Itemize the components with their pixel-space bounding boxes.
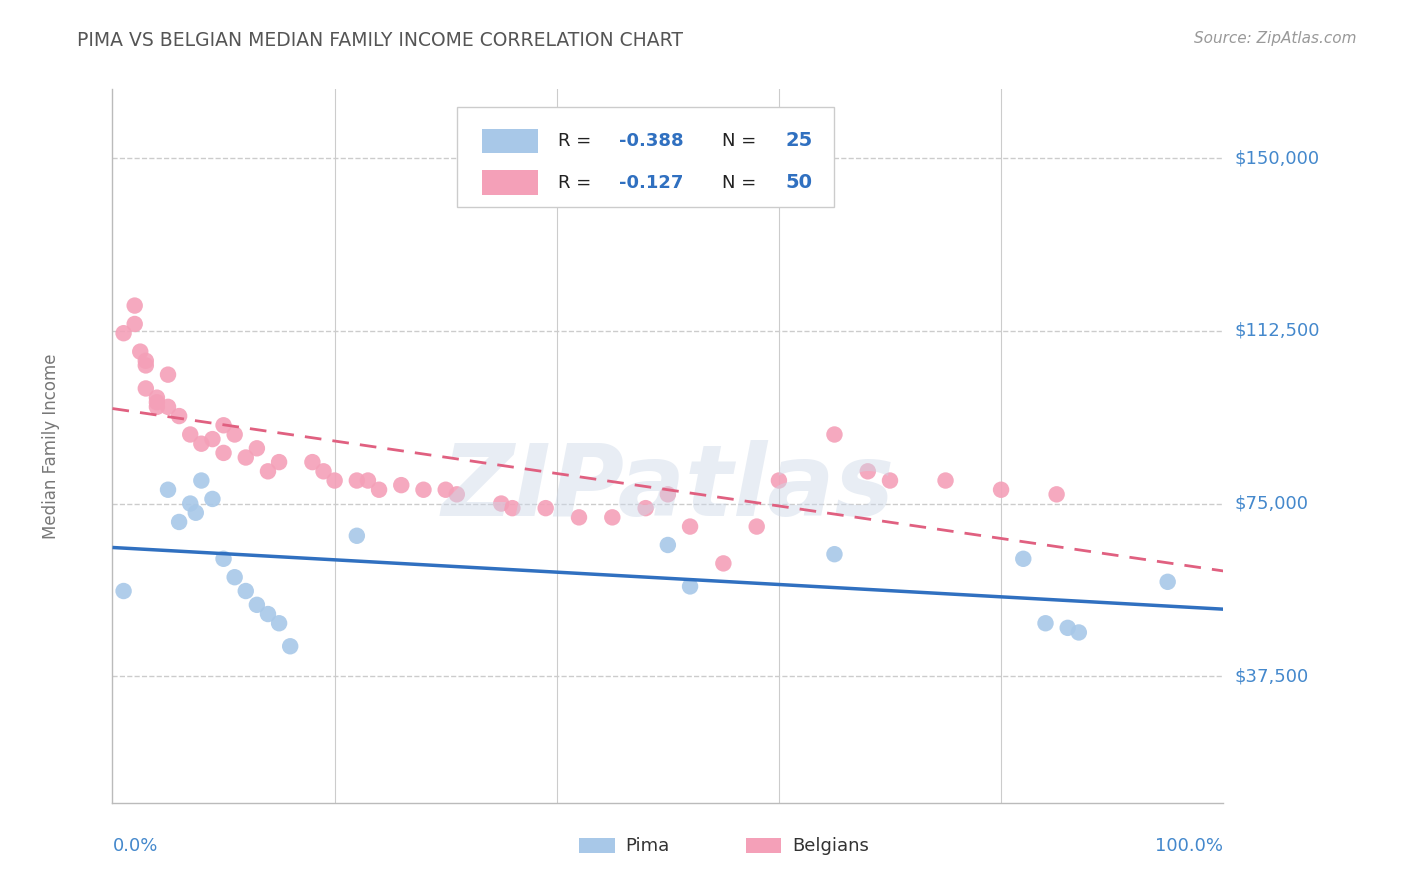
Point	[157, 483, 180, 497]
Point	[679, 579, 702, 593]
Point	[167, 409, 190, 423]
Point	[267, 455, 291, 469]
Point	[135, 381, 157, 395]
Bar	[579, 838, 614, 854]
Point	[824, 547, 846, 561]
Point	[129, 344, 152, 359]
Bar	[482, 128, 538, 153]
Text: N =: N =	[723, 132, 762, 150]
Text: $75,000: $75,000	[1234, 494, 1309, 513]
Point	[312, 464, 335, 478]
Point	[856, 464, 879, 478]
Text: Belgians: Belgians	[792, 837, 869, 855]
Point	[257, 464, 280, 478]
Point	[190, 474, 212, 488]
Point	[323, 474, 346, 488]
Point	[935, 474, 957, 488]
Point	[167, 515, 190, 529]
Point	[124, 317, 146, 331]
Point	[657, 538, 679, 552]
Point	[157, 400, 180, 414]
Text: ZIPatlas: ZIPatlas	[441, 441, 894, 537]
Point	[179, 427, 201, 442]
Point	[879, 474, 901, 488]
Point	[184, 506, 207, 520]
Point	[412, 483, 434, 497]
Point	[534, 501, 557, 516]
Text: $150,000: $150,000	[1234, 149, 1319, 168]
Point	[1067, 625, 1090, 640]
Point	[246, 442, 269, 456]
Text: R =: R =	[558, 174, 598, 192]
Point	[112, 584, 135, 599]
Point	[679, 519, 702, 533]
Point	[112, 326, 135, 341]
Point	[212, 446, 235, 460]
Point	[568, 510, 591, 524]
Point	[501, 501, 523, 516]
Point	[990, 483, 1012, 497]
Point	[1012, 551, 1035, 566]
Point	[357, 474, 380, 488]
Point	[146, 400, 169, 414]
Point	[389, 478, 412, 492]
Bar	[482, 170, 538, 194]
Point	[346, 529, 368, 543]
Point	[190, 436, 212, 450]
Point	[489, 497, 512, 511]
Point	[768, 474, 790, 488]
Text: $37,500: $37,500	[1234, 667, 1309, 685]
Point	[146, 391, 169, 405]
Point	[224, 570, 246, 584]
Text: Median Family Income: Median Family Income	[42, 353, 60, 539]
Point	[246, 598, 269, 612]
Text: -0.127: -0.127	[619, 174, 683, 192]
Point	[713, 557, 735, 571]
Point	[434, 483, 457, 497]
Point	[235, 584, 257, 599]
Point	[179, 497, 201, 511]
Point	[346, 474, 368, 488]
Point	[135, 354, 157, 368]
Point	[135, 359, 157, 373]
Point	[212, 551, 235, 566]
Point	[301, 455, 323, 469]
Text: PIMA VS BELGIAN MEDIAN FAMILY INCOME CORRELATION CHART: PIMA VS BELGIAN MEDIAN FAMILY INCOME COR…	[77, 31, 683, 50]
Point	[201, 491, 224, 506]
Point	[446, 487, 468, 501]
Point	[745, 519, 768, 533]
Text: R =: R =	[558, 132, 598, 150]
Text: 25: 25	[786, 131, 813, 150]
Point	[1035, 616, 1057, 631]
Text: N =: N =	[723, 174, 762, 192]
Point	[278, 640, 301, 654]
Point	[146, 395, 169, 409]
Bar	[745, 838, 782, 854]
Text: Pima: Pima	[626, 837, 669, 855]
Point	[1156, 574, 1178, 589]
Text: 0.0%: 0.0%	[112, 837, 157, 855]
Point	[634, 501, 657, 516]
Point	[224, 427, 246, 442]
Text: $112,500: $112,500	[1234, 322, 1320, 340]
Text: -0.388: -0.388	[619, 132, 683, 150]
Text: Source: ZipAtlas.com: Source: ZipAtlas.com	[1194, 31, 1357, 46]
Point	[235, 450, 257, 465]
Point	[1056, 621, 1078, 635]
Point	[657, 487, 679, 501]
Text: 100.0%: 100.0%	[1156, 837, 1223, 855]
Point	[257, 607, 280, 621]
Point	[157, 368, 180, 382]
Point	[267, 616, 291, 631]
Point	[368, 483, 391, 497]
FancyBboxPatch shape	[457, 107, 835, 207]
Point	[212, 418, 235, 433]
Point	[1045, 487, 1069, 501]
Text: 50: 50	[786, 173, 813, 192]
Point	[824, 427, 846, 442]
Point	[602, 510, 624, 524]
Point	[201, 432, 224, 446]
Point	[124, 299, 146, 313]
